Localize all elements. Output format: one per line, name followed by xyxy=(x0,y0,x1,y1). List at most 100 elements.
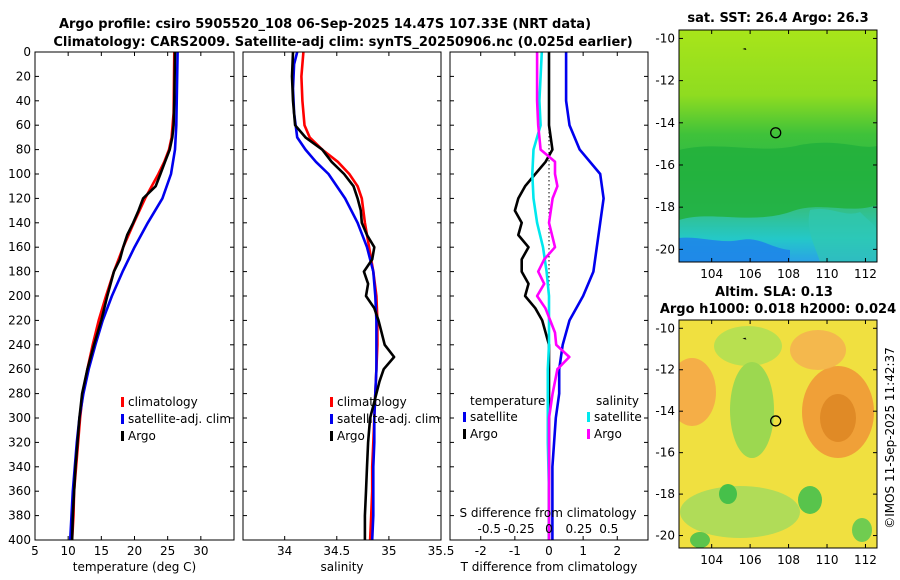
sla-green-center xyxy=(730,362,774,458)
x-axis-label: T difference from climatology xyxy=(460,560,638,574)
sla-green-spot3 xyxy=(852,518,872,542)
series-line-argo xyxy=(70,52,177,540)
x-tick-label: 34 xyxy=(277,544,292,558)
map-lon-label: 112 xyxy=(854,267,877,281)
sst-map-frame xyxy=(678,29,878,263)
sla-orange-northeast xyxy=(790,330,846,370)
argo-position-marker xyxy=(770,127,782,139)
island-marker xyxy=(742,47,747,50)
sla-map xyxy=(679,320,877,548)
legend-header-salinity: salinity xyxy=(596,394,639,408)
legend-label: climatology xyxy=(337,395,407,409)
argo-position-marker xyxy=(770,415,782,427)
map-lon-label: 108 xyxy=(777,553,800,567)
depth-tick-label: 20 xyxy=(16,69,31,83)
map-lat-label: -14 xyxy=(655,404,675,418)
sla-orange-east-core xyxy=(820,394,856,442)
map-lon-label: 110 xyxy=(816,267,839,281)
depth-tick-label: 400 xyxy=(8,533,31,547)
legend-label: Argo xyxy=(594,427,622,441)
sla-green-spot4 xyxy=(690,532,710,548)
sst-map-axes: -10 -12 -14 -16 -18 -20 104 106 108 110 112 xyxy=(655,30,877,281)
depth-tick-label: 80 xyxy=(16,143,31,157)
x-tick-label: 10 xyxy=(61,544,76,558)
map-lat-label: -10 xyxy=(655,31,675,45)
legend-swatch xyxy=(330,397,333,407)
x-tick-label: 0 xyxy=(545,544,553,558)
sst-teal-patches xyxy=(808,208,877,262)
x-axis-label: salinity xyxy=(320,560,363,574)
x-tick-label: 5 xyxy=(31,544,39,558)
map-lat-label: -18 xyxy=(655,200,675,214)
map-lat-label: -14 xyxy=(655,116,675,130)
chart-title-line2: Climatology: CARS2009. Satellite-adj cli… xyxy=(53,35,632,50)
x-tick-label: 35.5 xyxy=(428,544,455,558)
sla-green-spot2 xyxy=(798,486,822,514)
x-tick-label: 35 xyxy=(381,544,396,558)
series-line-argo xyxy=(290,52,396,540)
legend-swatch xyxy=(587,412,590,422)
plot-area xyxy=(243,52,441,540)
depth-tick-label: 0 xyxy=(23,45,31,59)
depth-tick-label: 380 xyxy=(8,509,31,523)
depth-tick-label: 140 xyxy=(8,216,31,230)
map-lon-label: 112 xyxy=(854,553,877,567)
x-tick-label: 30 xyxy=(193,544,208,558)
map-lat-label: -20 xyxy=(655,529,675,543)
x-tick-label: 1 xyxy=(579,544,587,558)
depth-tick-label: 60 xyxy=(16,118,31,132)
s-axis-label: S difference from climatology xyxy=(460,506,637,520)
legend-swatch xyxy=(121,431,124,441)
sst-cold-water xyxy=(679,237,790,262)
legend-label: satellite xyxy=(470,410,518,424)
legend-label: Argo xyxy=(337,429,365,443)
x-tick-label: 15 xyxy=(94,544,109,558)
sla-map-title-line2: Argo h1000: 0.018 h2000: 0.024 xyxy=(660,302,896,317)
depth-tick-label: 300 xyxy=(8,411,31,425)
sla-green-north xyxy=(714,326,782,366)
depth-tick-label: 200 xyxy=(8,289,31,303)
depth-tick-label: 240 xyxy=(8,338,31,352)
legend-label: satellite-adj. clim xyxy=(337,412,440,426)
depth-tick-label: 360 xyxy=(8,484,31,498)
sla-map-frame xyxy=(678,319,878,549)
sla-orange-west xyxy=(679,358,716,426)
map-lon-label: 104 xyxy=(700,267,723,281)
map-lat-label: -18 xyxy=(655,487,675,501)
map-lon-label: 108 xyxy=(777,267,800,281)
sst-map xyxy=(679,30,877,262)
difference-panel: -2 -1 0 1 2 T difference from climatology S di… xyxy=(449,51,649,574)
depth-tick-label: 320 xyxy=(8,435,31,449)
series-line-t-satellite xyxy=(551,52,605,540)
legend-label: satellite-adj. clim xyxy=(128,412,231,426)
map-lat-label: -16 xyxy=(655,446,675,460)
sla-green-spot1 xyxy=(719,484,737,504)
sla-green-south xyxy=(680,486,800,538)
legend-swatch xyxy=(330,414,333,424)
legend-header-temperature: temperature xyxy=(470,394,545,408)
depth-tick-label: 120 xyxy=(8,191,31,205)
legend-swatch xyxy=(121,414,124,424)
map-lat-label: -20 xyxy=(655,242,675,256)
legend-swatch xyxy=(330,431,333,441)
island-marker xyxy=(742,337,747,340)
sst-map-title: sat. SST: 26.4 Argo: 26.3 xyxy=(687,11,868,26)
chart-title-line1: Argo profile: csiro 5905520_108 06-Sep-2… xyxy=(59,17,591,32)
x-tick-label: 2 xyxy=(613,544,621,558)
series-line-satellite-adj-clim xyxy=(291,52,378,540)
x-tick-label: 34.5 xyxy=(323,544,350,558)
map-lat-label: -12 xyxy=(655,363,675,377)
sst-cool-band xyxy=(679,142,877,220)
depth-tick-label: 180 xyxy=(8,265,31,279)
map-lon-label: 106 xyxy=(739,553,762,567)
s-tick-label: 0.25 xyxy=(566,522,593,536)
temperature-panel: 0 20 40 60 80 100 120 140 160 180 200 220 240 260 280 3… xyxy=(8,45,235,574)
legend-label: climatology xyxy=(128,395,198,409)
s-tick-label: -0.5 xyxy=(478,522,501,536)
sla-map-axes: -10 -12 -14 -16 -18 -20 104 106 108 110 112 xyxy=(655,320,877,567)
map-lat-label: -16 xyxy=(655,158,675,172)
x-tick-label: -1 xyxy=(509,544,521,558)
depth-tick-label: 100 xyxy=(8,167,31,181)
depth-tick-label: 260 xyxy=(8,362,31,376)
map-lat-label: -12 xyxy=(655,74,675,88)
